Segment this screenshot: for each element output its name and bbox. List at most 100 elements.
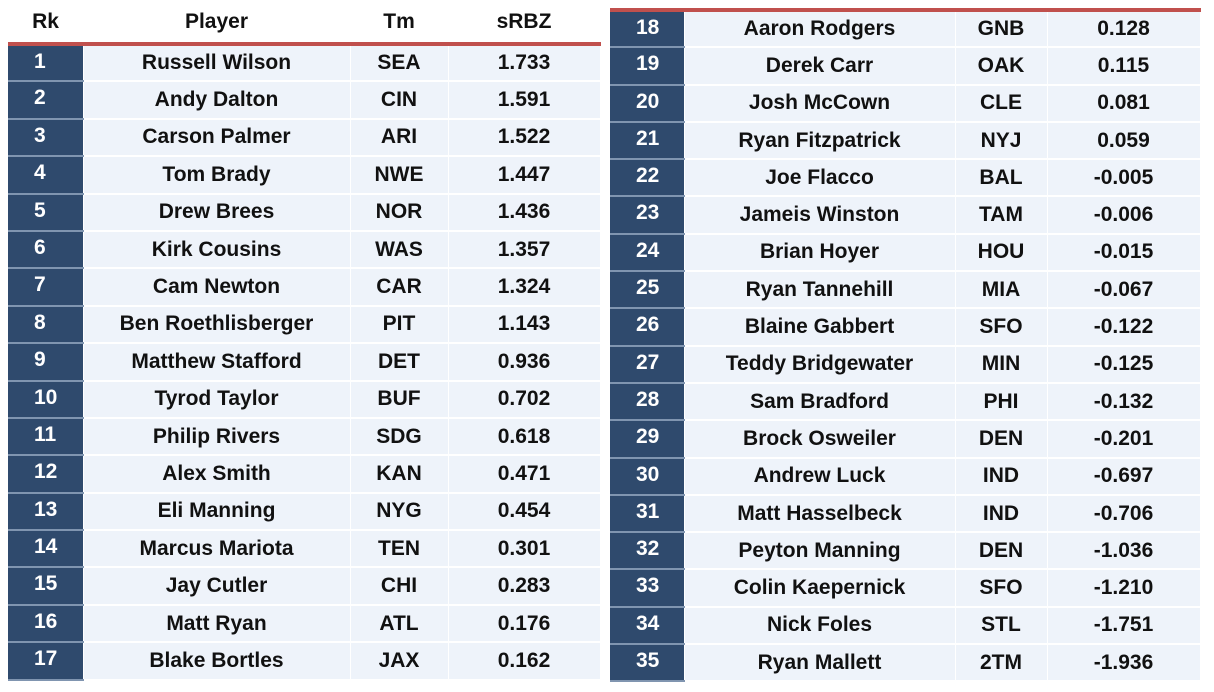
team-cell: DET <box>350 343 449 382</box>
rank-cell: 16 <box>8 604 84 644</box>
rank-cell: 9 <box>8 343 84 382</box>
srbz-cell: 1.733 <box>448 44 601 83</box>
srbz-cell: -0.706 <box>1047 494 1201 534</box>
srbz-cell: 0.115 <box>1047 47 1201 86</box>
table-row: 15 Jay Cutler CHI 0.283 <box>8 567 601 606</box>
rank-cell: 15 <box>8 567 84 606</box>
rank-cell: 25 <box>610 271 685 310</box>
table-row: 25 Ryan Tannehill MIA -0.067 <box>610 271 1201 310</box>
left-table: Rk Player Tm sRBZ 1 Russell Wilson SEA 1.733 2 A… <box>8 2 601 681</box>
team-cell: BUF <box>350 380 449 419</box>
player-cell: Eli Manning <box>83 492 351 532</box>
team-cell: JAX <box>350 642 449 681</box>
rank-cell: 30 <box>610 457 685 496</box>
srbz-cell: -0.067 <box>1047 271 1201 310</box>
table-row: 21 Ryan Fitzpatrick NYJ 0.059 <box>610 121 1201 161</box>
rank-cell: 22 <box>610 159 685 198</box>
team-cell: CLE <box>955 84 1048 123</box>
rank-cell: 17 <box>8 642 84 681</box>
table-row: 28 Sam Bradford PHI -0.132 <box>610 382 1201 422</box>
player-cell: Ben Roethlisberger <box>83 305 351 345</box>
rank-cell: 29 <box>610 420 685 459</box>
srbz-cell: 1.522 <box>448 118 601 158</box>
rank-cell: 4 <box>8 156 84 195</box>
team-cell: CHI <box>350 567 449 606</box>
team-cell: SDG <box>350 417 449 457</box>
srbz-cell: -0.201 <box>1047 420 1201 459</box>
rank-cell: 14 <box>8 530 84 569</box>
table-row: 34 Nick Foles STL -1.751 <box>610 606 1201 646</box>
rank-cell: 26 <box>610 308 685 347</box>
player-cell: Kirk Cousins <box>83 230 351 270</box>
player-cell: Joe Flacco <box>684 159 956 198</box>
rank-cell: 27 <box>610 345 685 384</box>
player-cell: Nick Foles <box>684 606 956 646</box>
team-cell: ATL <box>350 604 449 644</box>
table-row: 14 Marcus Mariota TEN 0.301 <box>8 530 601 569</box>
team-cell: SFO <box>955 308 1048 347</box>
srbz-cell: 1.436 <box>448 193 601 232</box>
rank-cell: 34 <box>610 606 685 646</box>
table-row: 16 Matt Ryan ATL 0.176 <box>8 604 601 644</box>
srbz-cell: -1.210 <box>1047 569 1201 608</box>
header-cell: Tm <box>350 2 448 46</box>
team-cell: 2TM <box>955 644 1048 683</box>
player-cell: Andy Dalton <box>83 81 351 120</box>
player-cell: Colin Kaepernick <box>684 569 956 608</box>
srbz-cell: 1.324 <box>448 268 601 307</box>
rank-cell: 19 <box>610 47 685 86</box>
team-cell: MIN <box>955 345 1048 384</box>
team-cell: NOR <box>350 193 449 232</box>
team-cell: WAS <box>350 230 449 270</box>
team-cell: PHI <box>955 382 1048 422</box>
team-cell: DEN <box>955 420 1048 459</box>
rank-cell: 18 <box>610 10 685 49</box>
table-row: 32 Peyton Manning DEN -1.036 <box>610 532 1201 571</box>
table-row: 12 Alex Smith KAN 0.471 <box>8 455 601 494</box>
team-cell: BAL <box>955 159 1048 198</box>
rank-cell: 8 <box>8 305 84 345</box>
team-cell: IND <box>955 457 1048 496</box>
srbz-cell: 1.591 <box>448 81 601 120</box>
team-cell: DEN <box>955 532 1048 571</box>
table-row: 5 Drew Brees NOR 1.436 <box>8 193 601 232</box>
header-row: Rk Player Tm sRBZ <box>8 2 600 46</box>
table-row: 1 Russell Wilson SEA 1.733 <box>8 44 601 83</box>
srbz-cell: 0.936 <box>448 343 601 382</box>
table-row: 22 Joe Flacco BAL -0.005 <box>610 159 1201 198</box>
srbz-cell: 0.283 <box>448 567 601 606</box>
srbz-cell: 0.059 <box>1047 121 1201 161</box>
rank-cell: 1 <box>8 44 84 83</box>
team-cell: GNB <box>955 10 1048 49</box>
player-cell: Alex Smith <box>83 455 351 494</box>
table-row: 31 Matt Hasselbeck IND -0.706 <box>610 494 1201 534</box>
player-cell: Tom Brady <box>83 156 351 195</box>
table-row: 10 Tyrod Taylor BUF 0.702 <box>8 380 601 419</box>
rank-cell: 3 <box>8 118 84 158</box>
table-row: 2 Andy Dalton CIN 1.591 <box>8 81 601 120</box>
player-cell: Marcus Mariota <box>83 530 351 569</box>
rank-cell: 6 <box>8 230 84 270</box>
team-cell: OAK <box>955 47 1048 86</box>
rank-cell: 33 <box>610 569 685 608</box>
rank-cell: 28 <box>610 382 685 422</box>
rank-cell: 31 <box>610 494 685 534</box>
player-cell: Brian Hoyer <box>684 233 956 273</box>
team-cell: HOU <box>955 233 1048 273</box>
srbz-cell: 0.471 <box>448 455 601 494</box>
team-cell: STL <box>955 606 1048 646</box>
rank-cell: 21 <box>610 121 685 161</box>
srbz-cell: 0.081 <box>1047 84 1201 123</box>
player-cell: Ryan Fitzpatrick <box>684 121 956 161</box>
srbz-cell: -0.006 <box>1047 196 1201 235</box>
player-cell: Russell Wilson <box>83 44 351 83</box>
table-row: 8 Ben Roethlisberger PIT 1.143 <box>8 305 601 345</box>
srbz-cell: 0.162 <box>448 642 601 681</box>
srbz-cell: -0.122 <box>1047 308 1201 347</box>
rank-cell: 23 <box>610 196 685 235</box>
rank-cell: 24 <box>610 233 685 273</box>
player-cell: Jameis Winston <box>684 196 956 235</box>
rank-cell: 7 <box>8 268 84 307</box>
player-cell: Ryan Mallett <box>684 644 956 683</box>
